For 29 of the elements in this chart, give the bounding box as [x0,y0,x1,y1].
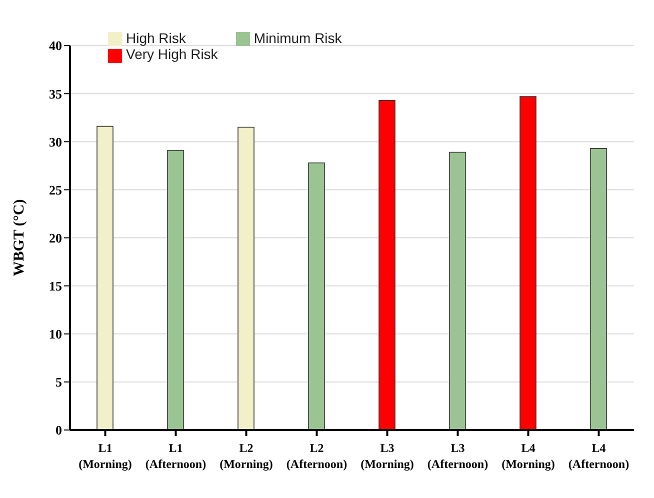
bar [449,152,466,430]
x-tick-label: L3 (Morning) [360,441,414,471]
y-tick-label: 15 [49,278,62,294]
y-tick-label: 40 [49,38,62,54]
y-tick-label: 5 [56,374,62,390]
y-tick-label: 10 [49,326,62,342]
bar [308,162,325,430]
legend-label: Very High Risk [126,46,218,62]
y-tick-label: 20 [49,230,62,246]
bar [238,126,254,430]
x-tick-label: L4 (Morning) [502,441,555,471]
y-tick-label: 25 [49,182,62,198]
bar [378,100,396,430]
x-tick-label: L1 (Morning) [78,441,132,471]
y-tick-label: 30 [49,134,62,150]
y-tick-label: 35 [49,86,62,102]
y-axis-title: WBGT (°C) [11,199,28,276]
bar [167,150,184,430]
y-tick-label: 0 [56,422,62,438]
x-tick-label: L1 (Afternoon) [145,441,206,471]
legend-label: Minimum Risk [254,30,342,46]
legend-label: High Risk [126,30,186,46]
bar [96,126,114,430]
x-tick-label: L4 (Afternoon) [568,441,630,471]
x-tick-label: L3 (Afternoon) [427,441,488,471]
x-tick-label: L2 (Afternoon) [286,441,348,471]
bar [520,96,536,430]
x-tick-label: L2 (Morning) [220,441,273,471]
bar [590,148,607,430]
